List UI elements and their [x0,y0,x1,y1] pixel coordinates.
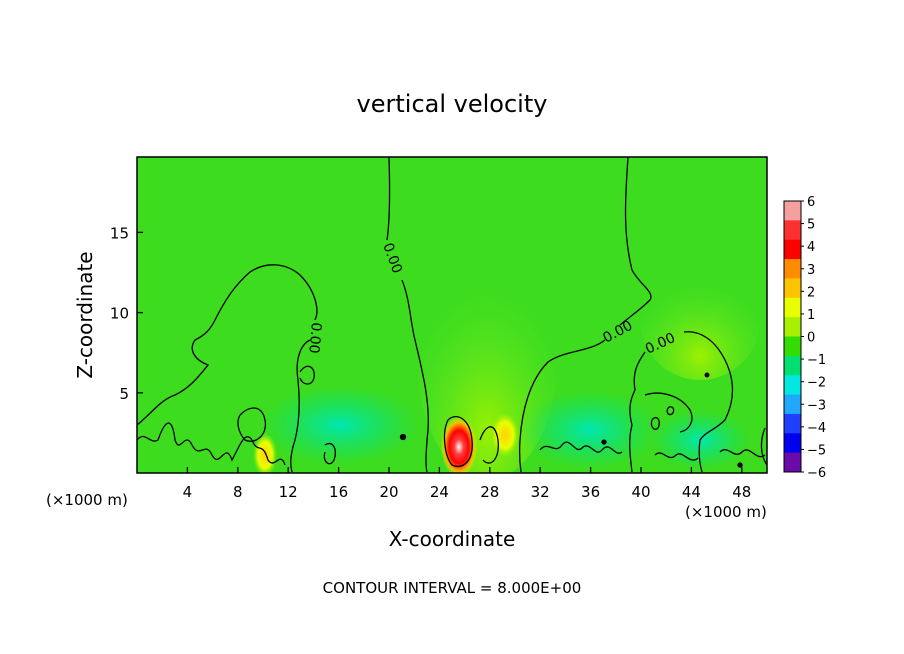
contour-line [629,351,646,473]
contour-line [704,372,710,378]
contour-line [719,449,766,458]
colorbar-label: 3 [807,263,815,278]
contour-line [137,264,318,426]
plot-frame [136,156,768,474]
x-tick-label: 12 [279,483,298,501]
colorbar-segment [784,433,801,454]
contour-label: 0.00 [305,322,324,354]
colorbar-segment [784,201,801,221]
colorbar-segment [784,413,801,434]
colorbar-label: 1 [807,308,815,323]
colorbar-segment [784,452,801,473]
contour-line [386,157,391,241]
contour-line [399,433,407,441]
contour-line [760,427,767,466]
contour-line [137,422,286,466]
colorbar-segment [784,259,801,279]
contour-line [683,331,734,473]
contour-line [737,462,743,468]
colorbar-segment [784,278,801,299]
contour-line [401,279,429,473]
colorbar-segment [784,355,801,376]
contour-line [619,157,652,326]
colorbar-segment [784,336,801,357]
x-tick-label: 32 [531,483,550,501]
x-unit-left: (×1000 m) [46,491,128,509]
colorbar-label: 2 [807,285,815,300]
x-tick-label: 36 [581,483,600,501]
colorbar-label: 5 [807,218,815,233]
x-tick-label: 16 [329,483,348,501]
contour-line [518,339,606,473]
contour-line [644,392,693,433]
positive-plume [417,240,557,473]
contour-line [654,452,699,461]
colorbar-segment [784,394,801,415]
zero-contours [137,157,767,473]
chart-title: vertical velocity [357,90,548,118]
upper-right-plume [640,260,760,380]
colorbar-label: −2 [807,376,826,391]
x-axis-label: X-coordinate [389,527,516,551]
colorbar-label: −1 [807,353,826,368]
contour-line [666,406,675,416]
x-tick-label: 40 [631,483,650,501]
colorbar-label: 0 [807,331,815,346]
x-tick-label: 28 [480,483,499,501]
colorbar-segment [784,297,801,318]
colorbar-label: 4 [807,240,815,255]
contour-line [479,426,499,464]
colorbar-label: −6 [807,466,826,481]
x-unit-right: (×1000 m) [685,503,767,521]
contour-line [539,441,623,454]
colorbar-label: −4 [807,421,826,436]
contour-line [237,407,267,442]
y-axis: 5 10 15 [110,224,143,403]
y-tick-label: 5 [119,385,129,403]
contour-line [601,439,607,445]
x-tick-label: 48 [732,483,751,501]
x-axis: 4 8 12 16 20 24 28 32 36 40 44 48 [183,467,751,501]
contour-line [299,365,315,385]
contour-line [443,416,473,467]
colorbar-segment [784,239,801,260]
colorbar-segment [784,375,801,396]
colorbar-segment [784,220,801,241]
x-tick-label: 20 [379,483,398,501]
negative-zone-left [260,385,420,465]
contour-line [323,442,336,465]
updraft-maximum [441,417,477,473]
colorbar-label: −3 [807,398,826,413]
contour-interval-note: CONTOUR INTERVAL = 8.000E+00 [323,579,582,597]
colorbar: 6 5 4 3 2 1 0 −1 −2 −3 −4 −5 −6 [783,195,826,481]
y-axis-label: Z-coordinate [73,251,97,378]
x-tick-label: 24 [430,483,449,501]
colorbar-segment [784,317,801,337]
colorbar-label: 6 [807,195,815,210]
contour-line [650,416,660,430]
colorbar-label: −5 [807,443,826,458]
x-tick-label: 44 [682,483,701,501]
y-tick-label: 10 [110,305,129,323]
x-tick-label: 8 [233,483,243,501]
warm-spot-right [491,413,519,457]
plot-area: 0.00 0.00 0.00 0.00 [137,157,767,473]
contour-line [290,339,311,473]
y-tick-label: 15 [110,224,129,242]
x-tick-label: 4 [183,483,193,501]
negative-zone-right [520,390,660,470]
